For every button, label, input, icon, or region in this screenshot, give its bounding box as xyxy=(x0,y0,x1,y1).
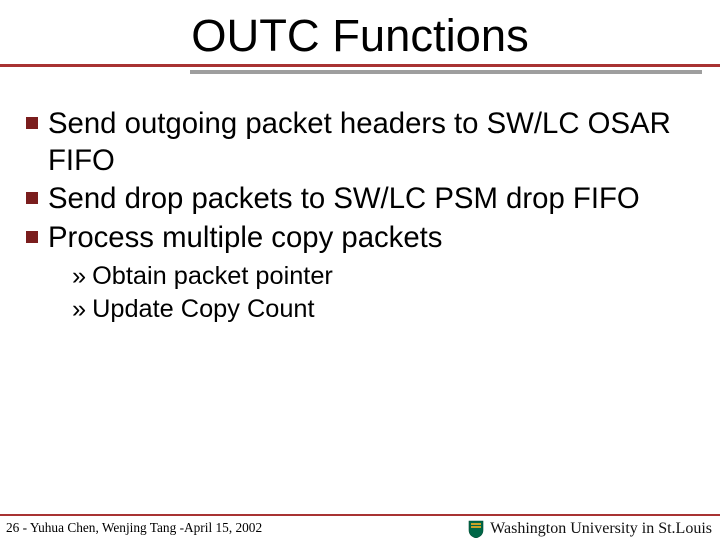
title-rule-main xyxy=(0,64,720,67)
bullet-text: Send outgoing packet headers to SW/LC OS… xyxy=(48,106,700,179)
chevron-icon: » xyxy=(72,294,86,324)
content-area: Send outgoing packet headers to SW/LC OS… xyxy=(26,106,700,328)
bullet-text: Send drop packets to SW/LC PSM drop FIFO xyxy=(48,181,640,218)
footer: 26 - Yuhua Chen, Wenjing Tang -April 15,… xyxy=(0,514,720,540)
university-name: Washington University in St.Louis xyxy=(490,520,712,538)
chevron-icon: » xyxy=(72,261,86,291)
slide: OUTC Functions Send outgoing packet head… xyxy=(0,0,720,540)
title-rule-shadow xyxy=(190,70,702,74)
bullet-item: Process multiple copy packets xyxy=(26,220,700,257)
bullet-item: Send outgoing packet headers to SW/LC OS… xyxy=(26,106,700,179)
footer-left-text: 26 - Yuhua Chen, Wenjing Tang -April 15,… xyxy=(6,520,262,536)
sub-bullet-item: » Update Copy Count xyxy=(72,294,700,326)
bullet-square-icon xyxy=(26,117,38,129)
footer-rule xyxy=(0,514,720,516)
bullet-square-icon xyxy=(26,231,38,243)
sub-bullet-text: Obtain packet pointer xyxy=(92,261,333,293)
university-shield-icon xyxy=(468,520,484,538)
footer-right: Washington University in St.Louis xyxy=(468,520,712,538)
sub-bullet-item: » Obtain packet pointer xyxy=(72,261,700,293)
sub-bullet-text: Update Copy Count xyxy=(92,294,314,326)
bullet-square-icon xyxy=(26,192,38,204)
bullet-text: Process multiple copy packets xyxy=(48,220,442,257)
slide-title: OUTC Functions xyxy=(0,0,720,62)
bullet-item: Send drop packets to SW/LC PSM drop FIFO xyxy=(26,181,700,218)
sub-bullet-list: » Obtain packet pointer » Update Copy Co… xyxy=(72,261,700,326)
title-rule xyxy=(0,64,720,67)
